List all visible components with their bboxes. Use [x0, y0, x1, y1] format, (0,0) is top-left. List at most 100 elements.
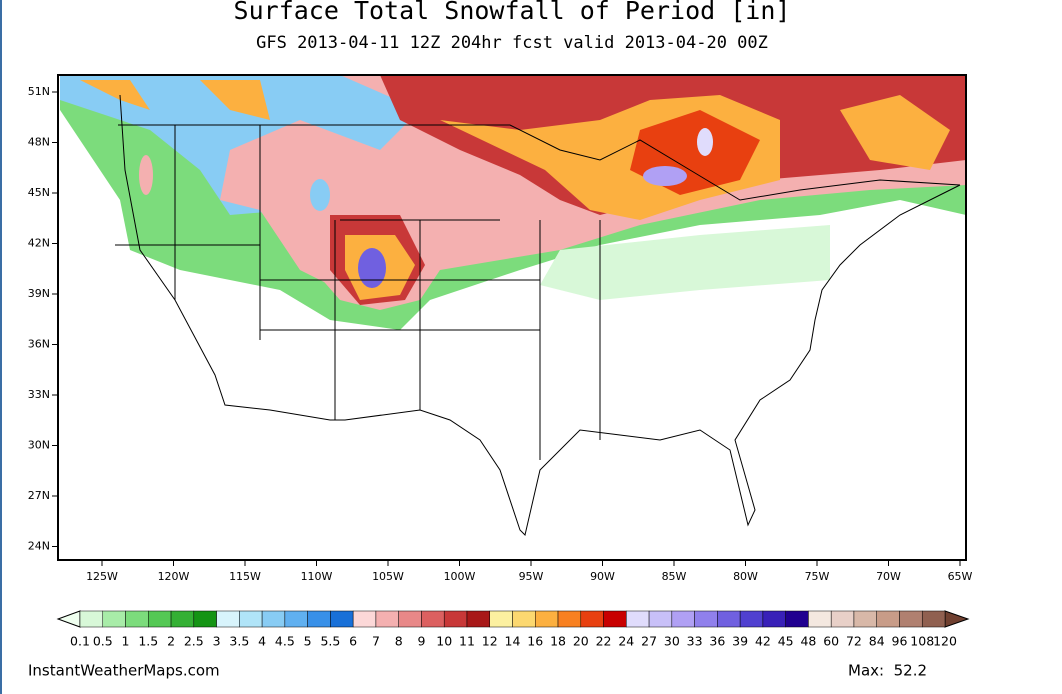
colorbar-label: 5.5	[320, 634, 340, 649]
colorbar-label: 0.1	[70, 634, 90, 649]
colorbar-label: 39	[732, 634, 748, 649]
lon-label: 105W	[372, 570, 404, 583]
colorbar-swatch	[148, 610, 172, 628]
lat-label: 27N	[28, 489, 50, 502]
colorbar-label: 12	[482, 634, 498, 649]
colorbar-swatch	[239, 610, 263, 628]
colorbar-swatch	[102, 610, 126, 628]
colorbar-label: 72	[846, 634, 862, 649]
lon-label: 75W	[805, 570, 830, 583]
colorbar-label: 20	[573, 634, 589, 649]
lon-label: 125W	[86, 570, 118, 583]
title: Surface Total Snowfall of Period [in]	[234, 0, 791, 25]
colorbar-label: 11	[459, 634, 475, 649]
colorbar-swatch	[899, 610, 923, 628]
colorbar-label: 8	[395, 634, 403, 649]
colorbar-label: 36	[709, 634, 725, 649]
lon-label: 85W	[662, 570, 687, 583]
colorbar-label: 3.5	[229, 634, 249, 649]
lat-label: 36N	[28, 338, 50, 351]
map-frame	[57, 74, 967, 561]
colorbar-label: 0.5	[93, 634, 113, 649]
subtitle: GFS 2013-04-11 12Z 204hr fcst valid 2013…	[256, 33, 768, 53]
colorbar-label: 1	[122, 634, 130, 649]
colorbar-label: 2	[167, 634, 175, 649]
colorbar-label: 16	[527, 634, 543, 649]
lon-label: 80W	[733, 570, 758, 583]
colorbar-swatch	[125, 610, 149, 628]
colorbar-swatch	[671, 610, 695, 628]
colorbar-swatch	[307, 610, 331, 628]
colorbar-swatch	[580, 610, 604, 628]
colorbar-label: 108	[910, 634, 934, 649]
colorbar-swatch	[512, 610, 536, 628]
colorbar-swatch	[762, 610, 786, 628]
colorbar-swatch	[603, 610, 627, 628]
lat-label: 24N	[28, 540, 50, 553]
colorbar-swatch	[443, 610, 468, 628]
colorbar-label: 6	[349, 634, 357, 649]
colorbar-label: 7	[372, 634, 380, 649]
colorbar-label: 42	[755, 634, 771, 649]
lat-label: 42N	[28, 237, 50, 250]
lat-label: 30N	[28, 439, 50, 452]
colorbar-swatch	[694, 610, 718, 628]
colorbar-swatch	[398, 610, 422, 628]
colorbar-under	[56, 610, 81, 628]
colorbar-label: 30	[664, 634, 680, 649]
colorbar-over	[944, 610, 970, 628]
lon-label: 65W	[948, 570, 973, 583]
colorbar-label: 1.5	[138, 634, 158, 649]
colorbar-label: 33	[687, 634, 703, 649]
colorbar-swatch	[261, 610, 286, 628]
colorbar-swatch	[876, 610, 900, 628]
colorbar-swatch	[557, 610, 582, 628]
colorbar-swatch	[853, 610, 877, 628]
colorbar-label: 10	[436, 634, 452, 649]
basemap	[115, 94, 961, 536]
colorbar-swatch	[352, 610, 377, 628]
colorbar-swatch	[193, 610, 217, 628]
colorbar-swatch	[535, 610, 559, 628]
colorbar-swatch	[421, 610, 445, 628]
colorbar-label: 2.5	[184, 634, 204, 649]
colorbar-label: 3	[213, 634, 221, 649]
colorbar-swatch	[489, 610, 513, 628]
colorbar-label: 18	[550, 634, 566, 649]
colorbar-swatch	[785, 610, 809, 628]
colorbar-label: 84	[869, 634, 885, 649]
snowfall-field	[60, 75, 966, 330]
colorbar-label: 5	[304, 634, 312, 649]
colorbar-swatch	[375, 610, 399, 628]
lat-label: 45N	[28, 186, 50, 199]
colorbar-swatch	[284, 610, 308, 628]
colorbar-swatch	[717, 610, 741, 628]
lon-label: 110W	[301, 570, 333, 583]
colorbar-label: 45	[778, 634, 794, 649]
lon-label: 95W	[519, 570, 544, 583]
colorbar-label: 48	[800, 634, 816, 649]
colorbar-label: 60	[823, 634, 839, 649]
window-edge	[0, 0, 2, 694]
colorbar-swatch	[330, 610, 354, 628]
lon-label: 120W	[158, 570, 190, 583]
colorbar-label: 9	[417, 634, 425, 649]
max-label: Max: 52.2	[848, 662, 927, 680]
lat-label: 33N	[28, 388, 50, 401]
colorbar-label: 4.5	[275, 634, 295, 649]
lat-label: 48N	[28, 136, 50, 149]
colorbar-label: 96	[892, 634, 908, 649]
colorbar-swatch	[626, 610, 650, 628]
lat-label: 51N	[28, 85, 50, 98]
colorbar-label: 24	[618, 634, 634, 649]
colorbar-swatch	[830, 610, 855, 628]
source-label: InstantWeatherMaps.com	[28, 662, 220, 680]
colorbar-label: 120	[933, 634, 957, 649]
colorbar-swatch	[466, 610, 490, 628]
colorbar-swatch	[170, 610, 195, 628]
lat-label: 39N	[28, 287, 50, 300]
colorbar-label: 22	[596, 634, 612, 649]
colorbar-label: 4	[258, 634, 266, 649]
lon-label: 90W	[590, 570, 615, 583]
